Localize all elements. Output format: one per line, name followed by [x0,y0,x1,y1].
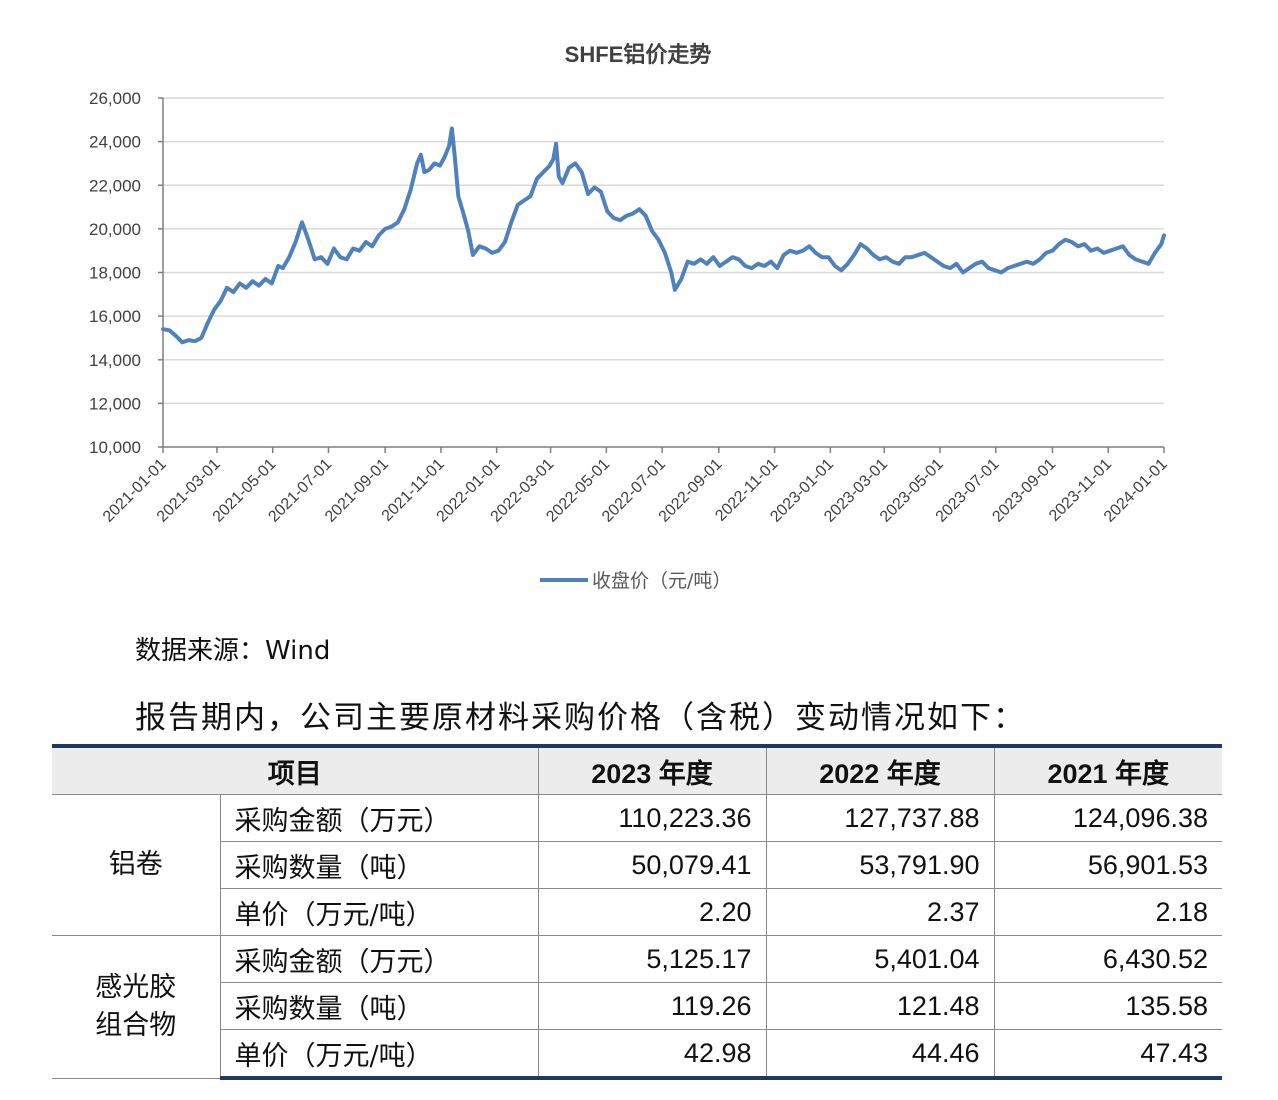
cell-2021: 2.18 [993,888,1222,936]
y-tick-label: 16,000 [89,307,141,326]
row-item: 单价（万元/吨） [220,1029,539,1080]
table-row: 采购数量（吨） 119.26 121.48 135.58 [52,982,1222,1030]
aluminum-price-chart: SHFE铝价走势 10,000 12,000 14,000 16,000 18,000 2… [89,42,1171,592]
group-name-line1: 感光胶 [95,971,177,1003]
y-tick-label: 24,000 [89,133,141,152]
y-tick-label: 14,000 [89,351,141,370]
table-row: 采购数量（吨） 50,079.41 53,791.90 56,901.53 [52,841,1222,889]
cell-2023: 42.98 [537,1029,767,1080]
y-tick-label: 18,000 [89,264,141,283]
group-name-line2: 组合物 [95,1009,177,1041]
cell-2021: 47.43 [993,1029,1222,1080]
table-row: 单价（万元/吨） 2.20 2.37 2.18 [52,888,1222,936]
cell-2023: 2.20 [537,888,767,936]
source-note: 数据来源：Wind [135,636,331,666]
y-tick-label: 10,000 [89,438,141,457]
cell-2022: 121.48 [765,982,995,1030]
cell-2022: 5,401.04 [765,935,995,983]
row-item: 采购数量（吨） [220,982,539,1030]
table-row: 感光胶 组合物 采购金额（万元） 5,125.17 5,401.04 6,430… [52,935,1222,1079]
legend-label: 收盘价（元/吨） [592,570,731,592]
y-tick-label: 22,000 [89,176,141,195]
cell-2021: 124,096.38 [993,794,1222,842]
row-item: 采购金额（万元） [219,935,539,983]
header-2023: 2023 年度 [537,745,767,795]
cell-2023: 50,079.41 [537,841,767,889]
row-item: 采购金额（万元） [219,794,539,842]
group-aluminum-coil: 铝卷 [52,794,221,936]
y-tick-label: 20,000 [89,220,141,239]
chart-title: SHFE铝价走势 [565,42,712,67]
chart-canvas: SHFE铝价走势 10,000 12,000 14,000 16,000 18,000 2… [89,42,1171,592]
purchase-price-table: 项目 2023 年度 2022 年度 2021 年度 铝卷 采购金额（万元） 1… [52,744,1222,1080]
header-2022: 2022 年度 [765,745,995,795]
table-row: 铝卷 采购金额（万元） 110,223.36 127,737.88 124,09… [52,794,1222,936]
header-2021: 2021 年度 [993,745,1222,795]
row-item: 单价（万元/吨） [220,888,539,936]
header-item: 项目 [52,745,539,795]
cell-2022: 53,791.90 [765,841,995,889]
cell-2022: 44.46 [765,1029,995,1080]
row-item: 采购数量（吨） [220,841,539,889]
cell-2023: 110,223.36 [537,794,767,842]
cell-2022: 127,737.88 [765,794,995,842]
y-tick-label: 12,000 [89,394,141,413]
table-row: 单价（万元/吨） 42.98 44.46 47.43 [52,1029,1222,1080]
cell-2023: 5,125.17 [537,935,767,983]
cell-2023: 119.26 [537,982,767,1030]
y-axis: 10,000 12,000 14,000 16,000 18,000 20,000 22,0… [89,89,164,457]
intro-paragraph: 报告期内，公司主要原材料采购价格（含税）变动情况如下： [135,700,1026,736]
chart-grid [163,97,1164,405]
y-tick-label: 26,000 [89,89,141,108]
cell-2022: 2.37 [765,888,995,936]
x-axis: 2021-01-012021-03-012021-05-012021-07-01… [100,446,1171,526]
chart-legend: 收盘价（元/吨） [540,570,731,592]
cell-2021: 6,430.52 [993,935,1222,983]
cell-2021: 135.58 [993,982,1222,1030]
close-price-line [161,126,1166,345]
cell-2021: 56,901.53 [993,841,1222,889]
table-header-row: 项目 2023 年度 2022 年度 2021 年度 [52,745,1222,795]
group-photoresist: 感光胶 组合物 [52,935,221,1079]
